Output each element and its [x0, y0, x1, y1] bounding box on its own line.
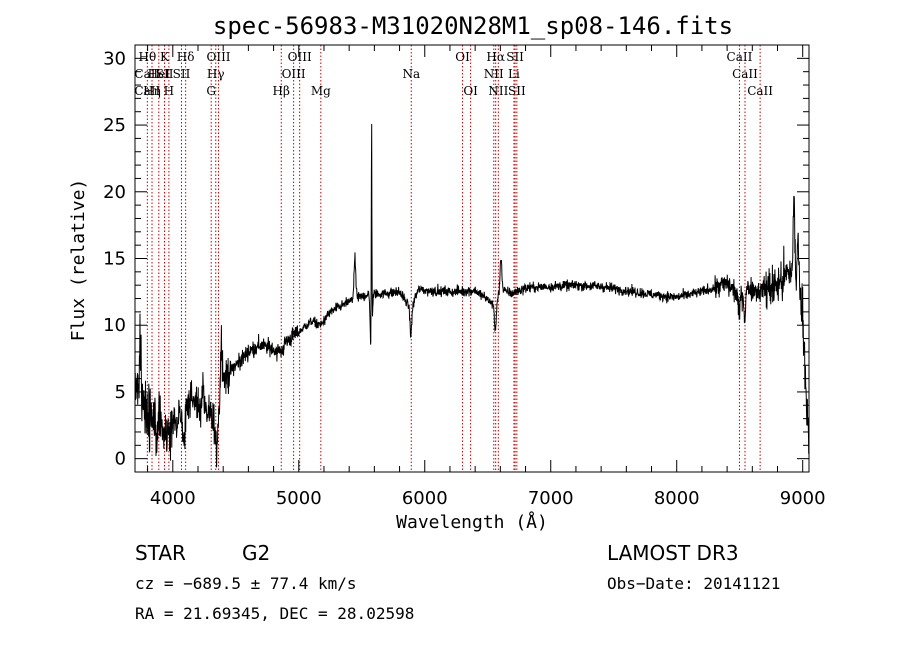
y-tick-label: 10: [103, 315, 126, 336]
x-tick-label: 4000: [150, 488, 196, 509]
line-label: Hα: [486, 50, 505, 64]
line-label: CaII: [134, 67, 160, 81]
y-tick-label: 15: [103, 249, 126, 270]
line-label: Li: [508, 67, 520, 81]
y-tick-label: 25: [103, 115, 126, 136]
x-tick-label: 6000: [402, 488, 448, 509]
x-tick-label: 8000: [654, 488, 700, 509]
line-label: SII: [508, 84, 526, 98]
line-label: OI: [463, 84, 478, 98]
line-label: NII: [484, 67, 504, 81]
observation-date: Obs−Date: 20141121: [607, 574, 780, 593]
x-tick-label: 5000: [276, 488, 322, 509]
plot-frame: [134, 44, 810, 473]
chart-title: spec-56983-M31020N28M1_sp08-146.fits: [213, 12, 733, 40]
line-label: Hδ: [177, 50, 195, 64]
line-label: SII: [506, 50, 524, 64]
line-label: SII: [156, 67, 174, 81]
line-label: H: [164, 84, 174, 98]
spectrum-trace: [134, 123, 810, 468]
y-tick-label: 30: [103, 48, 126, 69]
y-tick-label: 20: [103, 182, 126, 203]
line-label: Hβ: [273, 84, 290, 98]
line-label: CaII: [747, 84, 773, 98]
line-label: HeI: [148, 67, 171, 81]
x-axis-label: Wavelength (Å): [396, 511, 548, 533]
object-subclass: G2: [242, 541, 270, 565]
line-label: OIII: [206, 50, 230, 64]
line-label: K: [160, 50, 170, 64]
line-label: Hθ: [138, 50, 156, 64]
spectral-line-markers: [146, 45, 761, 472]
survey-name: LAMOST DR3: [607, 541, 739, 565]
axis-ticks: [135, 45, 809, 472]
line-label: G: [206, 84, 216, 98]
line-label: OIII: [282, 67, 306, 81]
y-tick-label: 0: [115, 449, 126, 470]
x-tick-label: 7000: [528, 488, 574, 509]
x-tick-label: 9000: [780, 488, 826, 509]
redshift-velocity: cz = −689.5 ± 77.4 km/s: [135, 574, 357, 593]
coordinates: RA = 21.69345, DEC = 28.02598: [135, 604, 414, 623]
line-label: Na: [402, 67, 420, 81]
line-label: OI: [455, 50, 470, 64]
line-label: OIII: [288, 50, 312, 64]
object-class: STAR: [135, 541, 186, 565]
line-label: Hγ: [207, 67, 225, 81]
y-axis-label: Flux (relative): [68, 179, 89, 342]
line-label: NII: [488, 84, 508, 98]
line-label: Mg: [311, 84, 331, 98]
axis-tick-labels: 4000 5000 6000 7000 8000 9000 0 5 10 15 20 25 30: [103, 48, 826, 509]
line-label: CaII: [732, 67, 758, 81]
line-label: SII: [173, 67, 191, 81]
line-label: CaII: [727, 50, 753, 64]
y-tick-label: 5: [115, 382, 126, 403]
line-label: Hη: [143, 84, 161, 98]
line-label: CaII: [134, 84, 160, 98]
